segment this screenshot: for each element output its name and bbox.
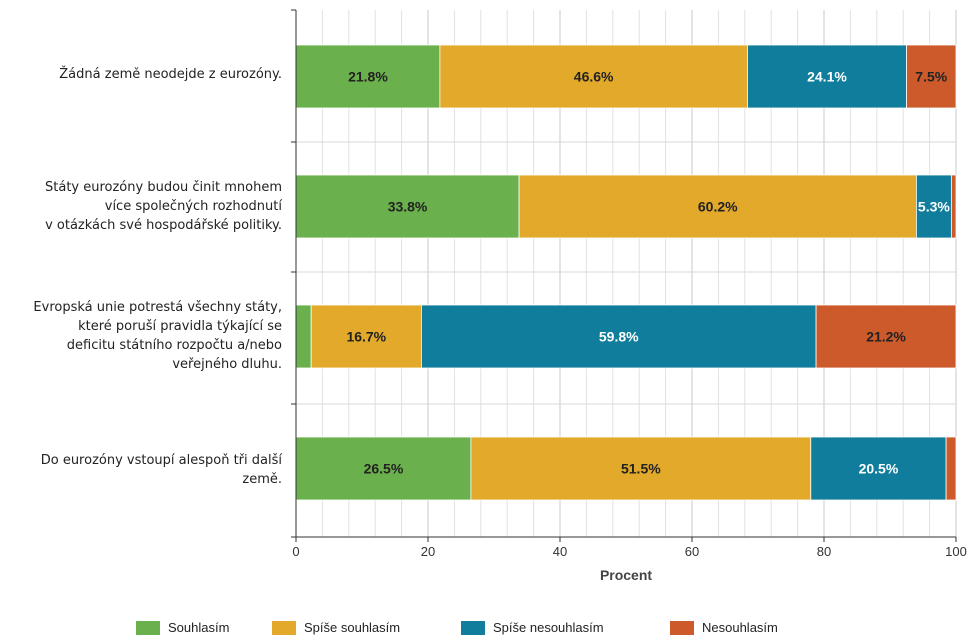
category-label-line: země. — [242, 472, 282, 487]
bar-segment — [295, 436, 472, 501]
legend-label: Nesouhlasím — [702, 620, 778, 635]
bar-value-label: 21.2% — [866, 329, 906, 345]
bar-value-label: 59.8% — [599, 329, 639, 345]
x-tick-label: 80 — [817, 544, 831, 559]
legend-swatch — [136, 621, 160, 635]
category-label-line: které poruší pravidla týkající se — [78, 319, 282, 334]
category-label: Státy eurozóny budou činit mnohem více s… — [2, 178, 282, 235]
category-label: Žádná země neodejde z eurozóny. — [2, 65, 282, 84]
axes — [291, 9, 957, 542]
x-tick-label: 40 — [553, 544, 567, 559]
bar-segment — [916, 174, 952, 239]
bar-segment — [295, 44, 441, 109]
x-tick-label: 100 — [945, 544, 967, 559]
bar-value-label: 33.8% — [388, 199, 428, 215]
bar-segment — [747, 44, 907, 109]
bar-segment — [295, 304, 312, 369]
bar-value-label: 24.1% — [807, 69, 847, 85]
category-label-line: v otázkách své hospodářské politiky. — [45, 218, 282, 233]
legend-swatch — [461, 621, 485, 635]
x-tick-label: 60 — [685, 544, 699, 559]
category-label: Do eurozóny vstoupí alespoň tři další ze… — [2, 451, 282, 489]
legend: Souhlasím Spíše souhlasím Spíše nesouhla… — [0, 619, 968, 637]
category-label-line: Do eurozóny vstoupí alespoň tři další — [40, 453, 282, 468]
bar-value-label: 5.3% — [918, 199, 950, 215]
legend-label: Spíše souhlasím — [304, 620, 401, 635]
bar-value-label: 20.5% — [859, 461, 899, 477]
category-label-line: Evropská unie potrestá všechny státy, — [33, 300, 282, 315]
bar-segment — [518, 174, 917, 239]
x-tick-labels: 0 20 40 60 80 100 — [292, 544, 966, 559]
bar-segment — [420, 304, 817, 369]
legend-swatch — [670, 621, 694, 635]
bar-value-label: 46.6% — [574, 69, 614, 85]
legend-label: Souhlasím — [168, 620, 230, 635]
bar-segment — [945, 436, 957, 501]
category-label-line: deficitu státního rozpočtu a/nebo — [66, 338, 282, 353]
category-label-line: Státy eurozóny budou činit mnohem — [45, 180, 282, 195]
bar-segment — [950, 174, 957, 239]
bar-value-label: 26.5% — [364, 461, 404, 477]
bar-value-label: 7.5% — [915, 69, 947, 85]
bar-segment — [470, 436, 812, 501]
category-label-line: Žádná země neodejde z eurozóny. — [59, 67, 282, 82]
category-label-line: více společných rozhodnutí — [104, 199, 282, 214]
bar-segment — [810, 436, 947, 501]
bar-value-label: 21.8% — [348, 69, 388, 85]
category-label-line: veřejného dluhu. — [172, 357, 282, 372]
bar-segment — [439, 44, 748, 109]
x-axis-title: Procent — [599, 567, 653, 583]
bar-value-label: 16.7% — [346, 329, 386, 345]
bar-value-label: 51.5% — [621, 461, 661, 477]
bar-value-label: 60.2% — [698, 199, 738, 215]
bar-segment — [310, 304, 422, 369]
bars: 21.8% 46.6% 24.1% 7.5% 33.8% 60.2% 5.3% 16.7% 59… — [295, 44, 957, 501]
x-tick-label: 20 — [421, 544, 435, 559]
category-label: Evropská unie potrestá všechny státy, kt… — [2, 298, 282, 374]
bar-segment — [906, 44, 957, 109]
x-tick-label: 0 — [292, 544, 299, 559]
legend-swatch — [272, 621, 296, 635]
bar-segment — [815, 304, 957, 369]
bar-segment — [295, 174, 520, 239]
legend-label: Spíše nesouhlasím — [493, 620, 604, 635]
